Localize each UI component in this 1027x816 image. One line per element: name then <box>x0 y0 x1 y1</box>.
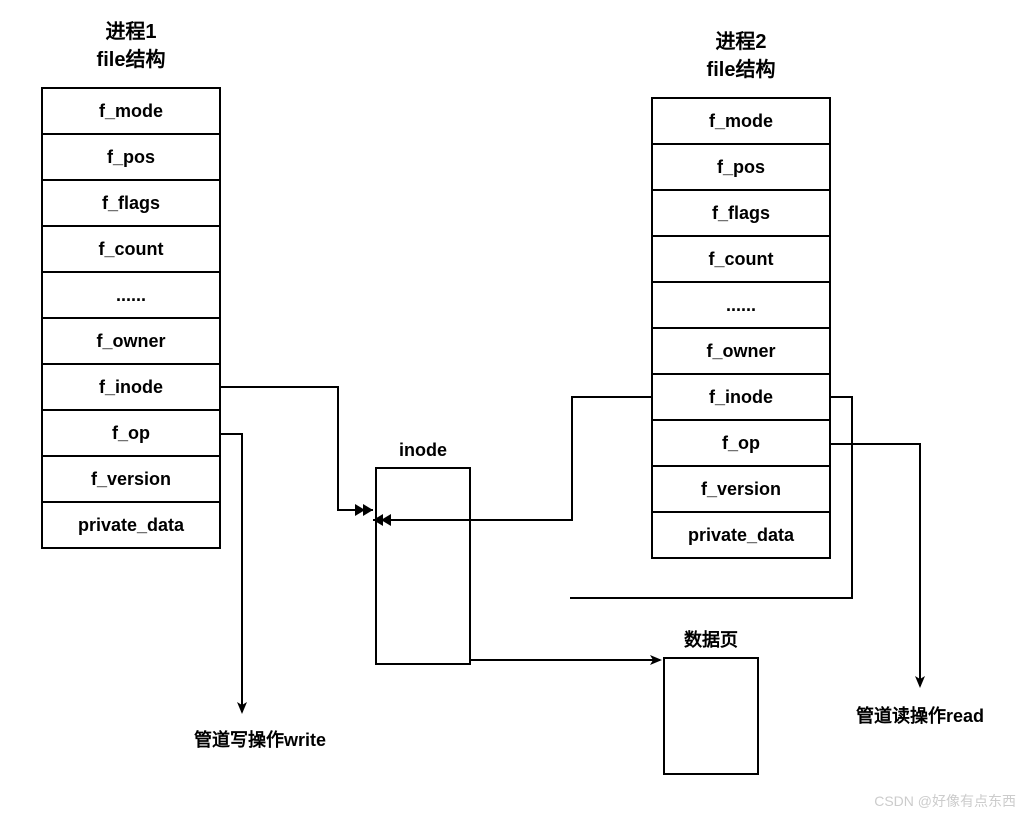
process2-field-3: f_count <box>709 249 774 269</box>
process2-field-5: f_owner <box>706 341 775 361</box>
process1-field-6: f_inode <box>99 377 163 397</box>
process2-field-4: ...... <box>726 295 756 315</box>
process2-field-6: f_inode <box>709 387 773 407</box>
process1-header2: file结构 <box>97 47 166 71</box>
watermark: CSDN @好像有点东西 <box>874 793 1016 809</box>
pipe-diagram: 进程1 file结构 f_mode f_pos f_flags f_count......… <box>0 0 1027 816</box>
write-label: 管道写操作write <box>194 729 326 750</box>
process1-table: 进程1 file结构 f_mode f_pos f_flags f_count......… <box>42 20 220 548</box>
process2-table: 进程2 file结构 f_mode f_pos f_flags f_count......… <box>652 30 830 558</box>
process2-field-7: f_op <box>722 433 760 453</box>
arrow-p2-fop-read <box>830 444 920 686</box>
inode-label: inode <box>399 440 447 460</box>
process1-field-7: f_op <box>112 423 150 443</box>
data-page-box <box>664 658 758 774</box>
process2-field-1: f_pos <box>717 157 765 177</box>
process1-field-1: f_pos <box>107 147 155 167</box>
process2-field-0: f_mode <box>709 111 773 131</box>
inode-box <box>376 468 470 664</box>
process1-field-4: ...... <box>116 285 146 305</box>
process2-field-2: f_flags <box>712 203 770 223</box>
process2-header2: file结构 <box>707 57 776 81</box>
process1-field-9: private_data <box>78 515 185 535</box>
process1-field-3: f_count <box>99 239 164 259</box>
process1-field-8: f_version <box>91 469 171 489</box>
process1-header1: 进程1 <box>105 20 156 43</box>
process2-field-9: private_data <box>688 525 795 545</box>
process2-header1: 进程2 <box>715 30 766 53</box>
process1-field-2: f_flags <box>102 193 160 213</box>
arrow-p1-fop-write <box>220 434 242 712</box>
process1-field-5: f_owner <box>96 331 165 351</box>
data-page-label: 数据页 <box>684 629 738 650</box>
process2-field-8: f_version <box>701 479 781 499</box>
read-label: 管道读操作read <box>856 705 984 726</box>
process1-field-0: f_mode <box>99 101 163 121</box>
